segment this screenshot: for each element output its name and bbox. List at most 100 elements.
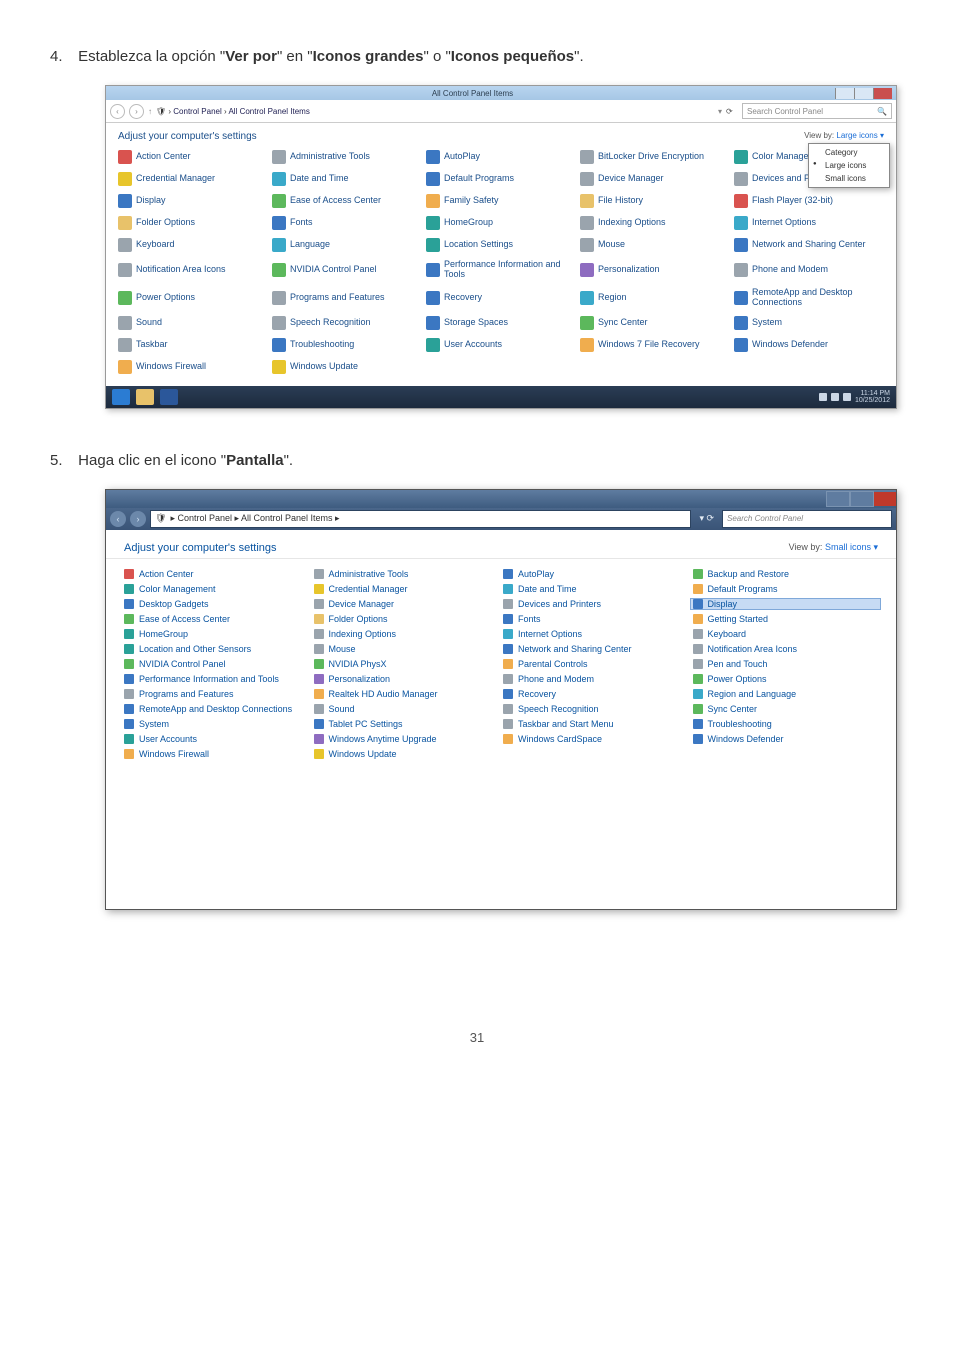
cp-item[interactable]: Speech Recognition (503, 704, 689, 714)
cp-item[interactable]: System (734, 316, 884, 330)
cp-item[interactable]: Mouse (580, 238, 730, 252)
cp-item[interactable]: File History (580, 194, 730, 208)
cp-item[interactable]: Windows Anytime Upgrade (314, 734, 500, 744)
cp-item[interactable]: Folder Options (118, 216, 268, 230)
cp-item[interactable]: Windows Defender (693, 734, 879, 744)
view-by-control[interactable]: View by: Small icons ▾ (789, 542, 878, 554)
cp-item[interactable]: Windows Update (272, 360, 422, 374)
cp-item[interactable]: Troubleshooting (693, 719, 879, 729)
cp-item[interactable]: Default Programs (693, 584, 879, 594)
cp-item[interactable]: Sync Center (580, 316, 730, 330)
cp-item[interactable]: Fonts (272, 216, 422, 230)
cp-item[interactable]: Storage Spaces (426, 316, 576, 330)
cp-item[interactable]: Language (272, 238, 422, 252)
cp-item[interactable]: Taskbar (118, 338, 268, 352)
cp-item[interactable]: Internet Options (503, 629, 689, 639)
cp-item[interactable]: Administrative Tools (272, 150, 422, 164)
cp-item[interactable]: Windows Update (314, 749, 500, 759)
breadcrumb[interactable]: 🛡 › Control Panel › All Control Panel It… (156, 107, 714, 116)
cp-item[interactable]: Tablet PC Settings (314, 719, 500, 729)
cp-item[interactable]: Windows CardSpace (503, 734, 689, 744)
cp-item[interactable]: AutoPlay (503, 569, 689, 579)
cp-item[interactable]: HomeGroup (426, 216, 576, 230)
cp-item[interactable]: Mouse (314, 644, 500, 654)
menu-category[interactable]: Category (809, 146, 889, 159)
view-by-value[interactable]: Small icons ▾ (825, 542, 878, 552)
cp-item[interactable]: Location and Other Sensors (124, 644, 310, 654)
cp-item[interactable]: Recovery (503, 689, 689, 699)
cp-item[interactable]: Ease of Access Center (124, 614, 310, 624)
refresh-button[interactable]: ⟳ (726, 107, 738, 116)
cp-item[interactable]: Date and Time (503, 584, 689, 594)
minimize-button[interactable] (826, 491, 850, 507)
cp-item[interactable]: Windows Firewall (124, 749, 310, 759)
cp-item[interactable]: Desktop Gadgets (124, 599, 310, 609)
cp-item[interactable]: Default Programs (426, 172, 576, 186)
cp-item[interactable]: User Accounts (426, 338, 576, 352)
cp-item[interactable]: Sound (118, 316, 268, 330)
cp-item[interactable]: Recovery (426, 288, 576, 308)
tray-icon[interactable] (843, 393, 851, 401)
cp-item[interactable]: Realtek HD Audio Manager (314, 689, 500, 699)
cp-item[interactable]: Power Options (693, 674, 879, 684)
cp-item[interactable]: Personalization (314, 674, 500, 684)
cp-item[interactable]: Device Manager (314, 599, 500, 609)
taskbar-clock[interactable]: 11:14 PM 10/25/2012 (855, 390, 890, 404)
cp-item[interactable]: Action Center (118, 150, 268, 164)
cp-item[interactable]: Devices and Printers (503, 599, 689, 609)
cp-item[interactable]: Folder Options (314, 614, 500, 624)
cp-item[interactable]: Network and Sharing Center (503, 644, 689, 654)
cp-item[interactable]: Performance Information and Tools (124, 674, 310, 684)
cp-item[interactable]: Sync Center (693, 704, 879, 714)
cp-item[interactable]: NVIDIA Control Panel (272, 260, 422, 280)
cp-item[interactable]: Region and Language (693, 689, 879, 699)
taskbar-explorer-icon[interactable] (136, 389, 154, 405)
close-button[interactable] (874, 492, 896, 506)
cp-item[interactable]: Indexing Options (580, 216, 730, 230)
tray-icon[interactable] (819, 393, 827, 401)
cp-item[interactable]: Display (118, 194, 268, 208)
cp-item[interactable]: Phone and Modem (503, 674, 689, 684)
tray-icon[interactable] (831, 393, 839, 401)
cp-item[interactable]: Ease of Access Center (272, 194, 422, 208)
cp-item[interactable]: Administrative Tools (314, 569, 500, 579)
maximize-button[interactable] (854, 88, 873, 99)
minimize-button[interactable] (835, 88, 854, 99)
cp-item[interactable]: Performance Information and Tools (426, 260, 576, 280)
cp-item[interactable]: Family Safety (426, 194, 576, 208)
breadcrumb-all-items[interactable]: All Control Panel Items (228, 107, 309, 116)
cp-item[interactable]: BitLocker Drive Encryption (580, 150, 730, 164)
cp-item[interactable]: Fonts (503, 614, 689, 624)
cp-item[interactable]: Parental Controls (503, 659, 689, 669)
cp-item[interactable]: Keyboard (118, 238, 268, 252)
close-button[interactable] (873, 88, 892, 99)
cp-item[interactable]: Sound (314, 704, 500, 714)
cp-item[interactable]: Date and Time (272, 172, 422, 186)
nav-back-button[interactable]: ‹ (110, 104, 125, 119)
cp-item[interactable]: Notification Area Icons (118, 260, 268, 280)
search-input[interactable]: Search Control Panel 🔍 (742, 103, 892, 119)
nav-back-button[interactable]: ‹ (110, 511, 126, 527)
menu-small-icons[interactable]: Small icons (809, 172, 889, 185)
cp-item[interactable]: Network and Sharing Center (734, 238, 884, 252)
cp-item[interactable]: NVIDIA PhysX (314, 659, 500, 669)
cp-item[interactable]: AutoPlay (426, 150, 576, 164)
search-input[interactable]: Search Control Panel (722, 510, 892, 528)
cp-item[interactable]: Credential Manager (118, 172, 268, 186)
cp-item[interactable]: Notification Area Icons (693, 644, 879, 654)
taskbar-ie-icon[interactable] (112, 389, 130, 405)
refresh-button[interactable]: ▾ ⟳ (695, 513, 718, 524)
cp-item[interactable]: Power Options (118, 288, 268, 308)
cp-item[interactable]: Internet Options (734, 216, 884, 230)
cp-item[interactable]: Backup and Restore (693, 569, 879, 579)
cp-item[interactable]: User Accounts (124, 734, 310, 744)
cp-item[interactable]: Windows Defender (734, 338, 884, 352)
cp-item[interactable]: Programs and Features (124, 689, 310, 699)
menu-large-icons[interactable]: Large icons (809, 159, 889, 172)
view-by-control[interactable]: View by: Large icons ▾ (804, 131, 884, 140)
cp-item[interactable]: Indexing Options (314, 629, 500, 639)
taskbar-word-icon[interactable] (160, 389, 178, 405)
cp-item[interactable]: Device Manager (580, 172, 730, 186)
cp-item[interactable]: Location Settings (426, 238, 576, 252)
breadcrumb[interactable]: 🛡 ▸ Control Panel ▸ All Control Panel It… (150, 510, 691, 528)
